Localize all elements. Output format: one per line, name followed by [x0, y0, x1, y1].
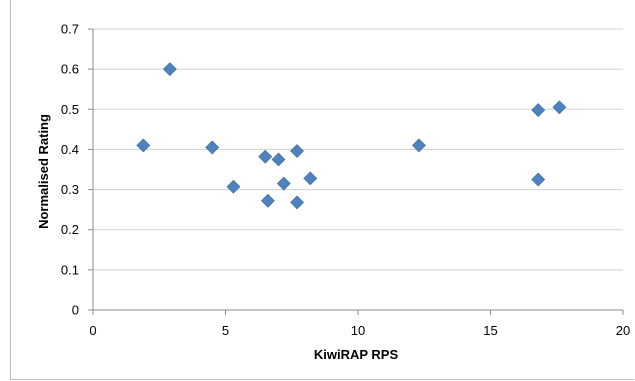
y-tick-label: 0.6 — [61, 62, 79, 77]
chart-frame — [10, 0, 634, 380]
x-tick-label: 15 — [483, 323, 497, 338]
x-tick-label: 20 — [616, 323, 630, 338]
y-tick-label: 0.3 — [61, 182, 79, 197]
y-axis-title: Normalised Rating — [36, 114, 51, 229]
data-point — [412, 138, 426, 153]
y-tick-label: 0 — [72, 303, 79, 318]
x-tick-label: 10 — [351, 323, 365, 338]
data-point — [290, 195, 304, 210]
y-tick-label: 0.7 — [61, 22, 79, 37]
data-point — [162, 62, 177, 77]
data-point — [531, 103, 546, 118]
x-tick-labels: 0 5 10 15 20 — [89, 323, 630, 338]
y-tick-labels: 0 0.1 0.2 0.3 0.4 0.5 0.6 0.7 — [61, 22, 79, 318]
y-tick-label: 0.2 — [61, 222, 79, 237]
y-tick-label: 0.1 — [61, 262, 79, 277]
data-point — [276, 176, 291, 191]
data-point — [290, 144, 304, 158]
y-tick-label: 0.5 — [61, 102, 79, 117]
data-point — [136, 138, 151, 153]
data-point — [258, 149, 273, 164]
axes — [88, 28, 624, 315]
data-point — [552, 100, 567, 115]
x-axis-title: KiwiRAP RPS — [314, 347, 399, 362]
y-tick-label: 0.4 — [61, 142, 79, 157]
data-point — [260, 193, 275, 208]
x-tick-label: 5 — [222, 323, 229, 338]
data-point — [226, 179, 241, 194]
data-point — [205, 140, 220, 155]
data-point — [303, 171, 318, 186]
data-point — [271, 152, 286, 167]
x-tick-label: 0 — [89, 323, 96, 338]
data-points — [136, 62, 567, 210]
data-point — [531, 172, 546, 187]
